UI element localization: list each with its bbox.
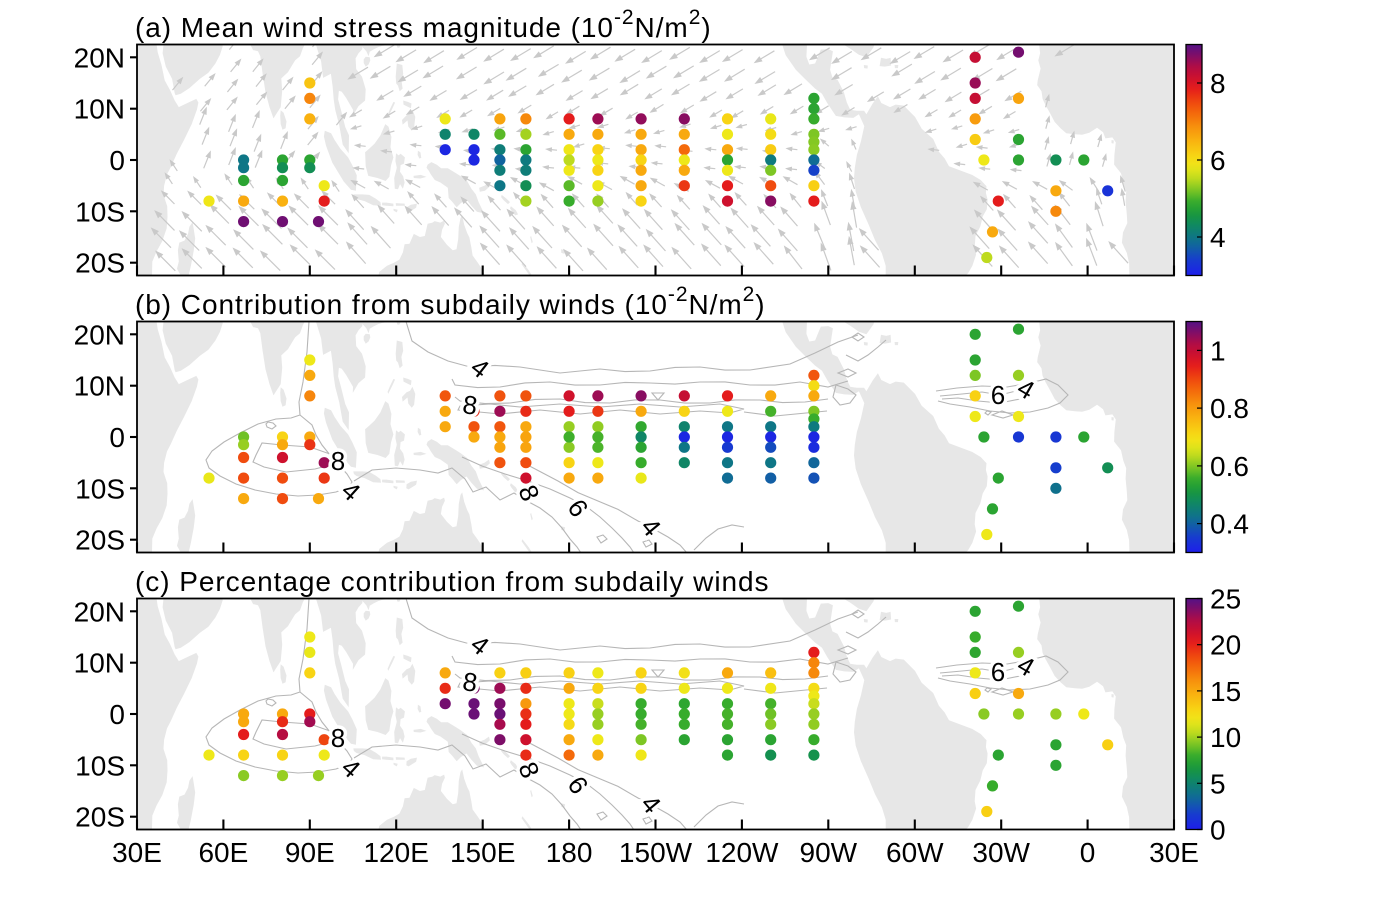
svg-text:90W: 90W [800,837,858,868]
svg-text:0: 0 [109,699,125,730]
svg-text:10: 10 [1210,722,1241,753]
svg-text:1: 1 [1210,335,1226,366]
svg-text:8: 8 [331,446,345,476]
svg-text:8: 8 [1210,68,1226,99]
svg-text:8: 8 [331,723,345,753]
svg-text:20: 20 [1210,630,1241,661]
svg-text:10N: 10N [74,94,125,125]
svg-text:120E: 120E [363,837,428,868]
svg-text:6: 6 [1210,145,1226,176]
svg-text:150W: 150W [619,837,693,868]
svg-text:180: 180 [546,837,593,868]
svg-text:20N: 20N [74,319,125,350]
svg-text:10S: 10S [75,473,125,504]
svg-text:30E: 30E [1149,837,1199,868]
svg-text:10S: 10S [75,196,125,227]
svg-text:30W: 30W [972,837,1030,868]
svg-text:0: 0 [1080,837,1096,868]
svg-text:(c) Percentage contribution fr: (c) Percentage contribution from subdail… [135,566,769,597]
svg-text:20N: 20N [74,596,125,627]
svg-text:0.6: 0.6 [1210,451,1249,482]
svg-text:20S: 20S [75,248,125,279]
svg-text:4: 4 [1210,222,1226,253]
svg-text:(b) Contribution from subdaily: (b) Contribution from subdaily winds (10… [135,283,766,320]
svg-text:30E: 30E [112,837,162,868]
svg-text:25: 25 [1210,584,1241,615]
svg-text:60W: 60W [886,837,944,868]
svg-text:10S: 10S [75,750,125,781]
svg-text:150E: 150E [450,837,515,868]
svg-text:0: 0 [109,145,125,176]
svg-text:20N: 20N [74,42,125,73]
svg-text:120W: 120W [705,837,779,868]
svg-text:90E: 90E [285,837,335,868]
svg-text:0.8: 0.8 [1210,393,1249,424]
svg-text:10N: 10N [74,648,125,679]
svg-text:10N: 10N [74,371,125,402]
svg-text:20S: 20S [75,525,125,556]
svg-text:6: 6 [991,657,1005,687]
svg-text:0: 0 [109,422,125,453]
svg-text:0: 0 [1210,815,1226,846]
svg-text:60E: 60E [198,837,248,868]
svg-text:0.4: 0.4 [1210,509,1249,540]
svg-text:15: 15 [1210,676,1241,707]
svg-text:5: 5 [1210,768,1226,799]
svg-text:6: 6 [991,380,1005,410]
svg-text:20S: 20S [75,802,125,833]
